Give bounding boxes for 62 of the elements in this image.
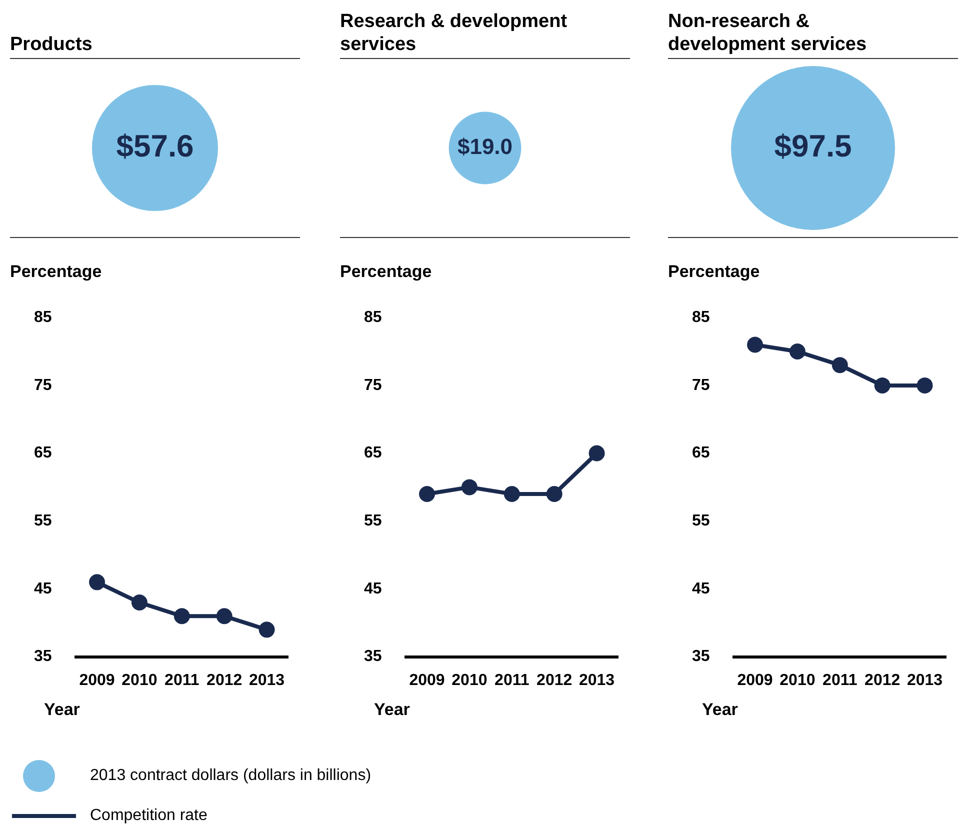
category-label: Research & development services <box>340 10 568 56</box>
y-tick-label: 85 <box>692 309 710 326</box>
point <box>588 445 605 462</box>
y-tick-label: 35 <box>364 648 382 666</box>
x-tick-label: 2013 <box>248 672 285 689</box>
y-tick-label: 85 <box>364 309 382 326</box>
y-tick-label: 55 <box>692 512 710 530</box>
x-tick-label: 2013 <box>578 672 615 689</box>
y-axis-title: Percentage <box>340 262 433 283</box>
y-tick-label: 65 <box>34 444 52 462</box>
y-tick-label: 65 <box>364 444 382 462</box>
point <box>216 608 232 624</box>
x-tick-label: 2012 <box>864 672 900 689</box>
data-label: $19.0 <box>457 134 513 160</box>
x-tick-label: 2012 <box>536 672 572 689</box>
y-tick-label: 35 <box>692 648 710 666</box>
y-axis-title: Percentage <box>10 262 103 283</box>
x-tick-label: 2009 <box>409 672 445 689</box>
category-label: Non-research & development services <box>668 10 868 56</box>
x-tick-label: 2009 <box>737 672 773 689</box>
y-tick-label: 85 <box>34 309 52 326</box>
y-tick-label: 45 <box>364 580 382 598</box>
point <box>174 608 190 624</box>
y-tick-label: 45 <box>34 580 52 598</box>
data-label: $97.5 <box>774 128 852 164</box>
x-tick-label: 2011 <box>822 672 858 689</box>
point <box>832 357 848 374</box>
y-tick-label: 35 <box>34 648 52 666</box>
point <box>546 486 562 502</box>
x-axis-title: Year <box>43 700 81 720</box>
data-label: $57.6 <box>116 128 194 164</box>
y-tick-label: 75 <box>364 376 382 394</box>
point <box>916 377 933 394</box>
y-tick-label: 65 <box>692 444 710 462</box>
x-tick-label: 2013 <box>906 672 943 689</box>
legend-label: 2013 contract dollars (dollars in billions) <box>90 767 372 785</box>
point <box>131 594 148 611</box>
legend-label: Competition rate <box>90 807 208 825</box>
x-axis-title: Year <box>701 700 739 720</box>
x-tick-label: 2011 <box>164 672 200 689</box>
point <box>789 344 806 360</box>
y-tick-label: 75 <box>692 376 710 394</box>
point <box>89 574 106 590</box>
y-tick-label: 45 <box>692 580 710 598</box>
y-tick-label: 55 <box>364 512 382 530</box>
point <box>504 486 520 502</box>
point <box>461 479 478 496</box>
y-axis-title: Percentage <box>668 262 761 283</box>
x-tick-label: 2012 <box>206 672 242 689</box>
x-tick-label: 2011 <box>494 672 530 689</box>
y-tick-label: 75 <box>34 376 52 394</box>
x-tick-label: 2009 <box>79 672 115 689</box>
point <box>747 336 764 353</box>
x-axis-title: Year <box>373 700 411 720</box>
point <box>874 377 890 394</box>
point <box>258 622 275 638</box>
x-tick-label: 2010 <box>452 672 488 689</box>
y-tick-label: 55 <box>34 512 52 530</box>
x-tick-label: 2010 <box>122 672 158 689</box>
x-tick-label: 2010 <box>780 672 816 689</box>
point <box>419 486 436 502</box>
category-label: Products <box>10 33 92 56</box>
